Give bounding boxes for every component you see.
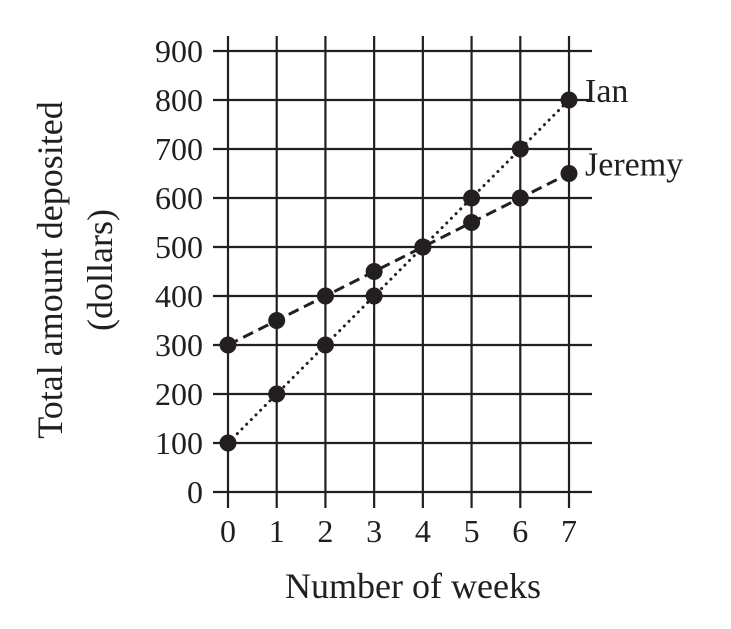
y-axis-title-line-2: (dollars) bbox=[80, 209, 120, 331]
data-point-jeremy-week-2 bbox=[316, 287, 334, 305]
labels-layer: 0 1 2 3 4 5 6 70100200300400500600700800900Jere… bbox=[155, 33, 683, 549]
series-label-ian: Ian bbox=[585, 73, 628, 110]
y-tick-label-200: 200 bbox=[155, 376, 203, 412]
y-tick-label-600: 600 bbox=[155, 180, 203, 216]
x-axis-title: Number of weeks bbox=[285, 566, 541, 606]
data-point-ian-week-5 bbox=[463, 189, 481, 207]
y-tick-label-500: 500 bbox=[155, 229, 203, 265]
data-point-jeremy-week-7 bbox=[560, 165, 578, 182]
x-tick-label-6: 6 bbox=[512, 513, 528, 549]
y-tick-label-300: 300 bbox=[155, 327, 203, 363]
data-point-jeremy-week-5 bbox=[463, 214, 481, 231]
data-point-ian-week-3 bbox=[365, 287, 383, 305]
data-point-jeremy-week-0 bbox=[219, 336, 237, 354]
grid bbox=[213, 36, 592, 508]
series-layer bbox=[226, 98, 571, 445]
data-point-jeremy-week-3 bbox=[365, 263, 383, 280]
series-line-jeremy bbox=[227, 172, 570, 347]
data-point-ian-week-0 bbox=[219, 434, 237, 452]
data-point-jeremy-week-1 bbox=[268, 312, 286, 329]
series-line-ian bbox=[226, 98, 571, 445]
y-tick-label-900: 900 bbox=[155, 33, 203, 69]
y-axis-title-line-1: Total amount deposited bbox=[30, 101, 70, 438]
y-tick-label-800: 800 bbox=[155, 82, 203, 118]
data-point-ian-week-7 bbox=[560, 91, 578, 109]
data-point-ian-week-2 bbox=[316, 336, 334, 354]
x-tick-label-2: 2 bbox=[317, 513, 333, 549]
y-tick-label-400: 400 bbox=[155, 278, 203, 314]
x-tick-label-7: 7 bbox=[561, 513, 577, 549]
x-tick-label-5: 5 bbox=[464, 513, 480, 549]
y-tick-label-0: 0 bbox=[187, 474, 203, 510]
x-tick-label-4: 4 bbox=[415, 513, 431, 549]
y-tick-label-100: 100 bbox=[155, 425, 203, 461]
data-point-ian-week-1 bbox=[268, 385, 286, 403]
x-tick-label-3: 3 bbox=[366, 513, 382, 549]
data-point-ian-week-4 bbox=[414, 238, 432, 256]
x-tick-label-1: 1 bbox=[269, 513, 285, 549]
data-point-ian-week-6 bbox=[511, 140, 529, 158]
data-point-jeremy-week-6 bbox=[511, 189, 529, 207]
y-tick-label-700: 700 bbox=[155, 131, 203, 167]
series-label-jeremy: Jeremy bbox=[585, 147, 683, 184]
points-layer bbox=[219, 91, 578, 452]
x-tick-label-0: 0 bbox=[220, 513, 236, 549]
